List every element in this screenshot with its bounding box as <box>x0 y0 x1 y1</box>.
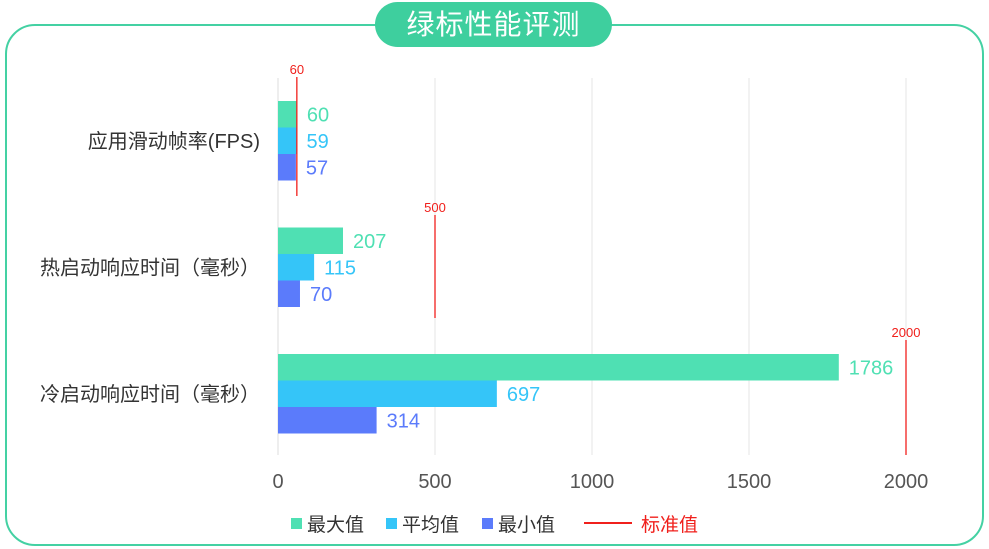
legend-item-min[interactable]: 最小值 <box>482 511 556 536</box>
legend-line-standard <box>584 522 632 524</box>
value-label-min: 70 <box>310 284 332 306</box>
bar-min <box>278 154 296 181</box>
bar-avg <box>278 254 315 281</box>
legend-label-max: 最大值 <box>307 514 365 536</box>
value-label-max: 1786 <box>849 357 894 379</box>
value-label-avg: 115 <box>324 257 356 279</box>
x-tick-label: 500 <box>418 471 451 493</box>
bar-min <box>278 407 377 434</box>
legend-label-min: 最小值 <box>498 514 556 536</box>
legend-label-avg: 平均值 <box>402 514 460 536</box>
value-label-min: 314 <box>387 410 420 432</box>
standard-value-label: 2000 <box>892 325 921 340</box>
bar-max <box>278 101 297 128</box>
legend-label-standard: 标准值 <box>641 514 699 536</box>
legend-swatch-max <box>291 517 302 529</box>
value-label-min: 57 <box>306 157 328 179</box>
legend-swatch-min <box>482 517 493 529</box>
x-tick-label: 2000 <box>884 471 929 493</box>
standard-value-label: 500 <box>424 200 446 215</box>
legend-swatch-avg <box>386 517 397 529</box>
category-label: 冷启动响应时间（毫秒） <box>40 383 260 406</box>
x-tick-label: 0 <box>272 471 283 493</box>
chart-title: 绿标性能评测 <box>375 2 612 47</box>
value-label-max: 60 <box>307 104 329 126</box>
bar-avg <box>278 127 297 154</box>
value-label-max: 207 <box>353 231 386 253</box>
bar-max <box>278 354 839 381</box>
category-label: 热启动响应时间（毫秒） <box>40 256 260 279</box>
value-label-avg: 59 <box>307 131 329 153</box>
legend-item-avg[interactable]: 平均值 <box>386 511 460 536</box>
value-label-avg: 697 <box>507 384 540 406</box>
x-tick-label: 1500 <box>727 471 772 493</box>
x-tick-label: 1000 <box>570 471 615 493</box>
standard-value-label: 60 <box>290 62 304 77</box>
bar-min <box>278 280 300 307</box>
bar-max <box>278 227 343 254</box>
legend-item-max[interactable]: 最大值 <box>291 511 365 536</box>
category-label: 应用滑动帧率(FPS) <box>88 130 260 153</box>
legend-item-standard[interactable]: 标准值 <box>584 511 699 536</box>
bar-avg <box>278 380 497 407</box>
